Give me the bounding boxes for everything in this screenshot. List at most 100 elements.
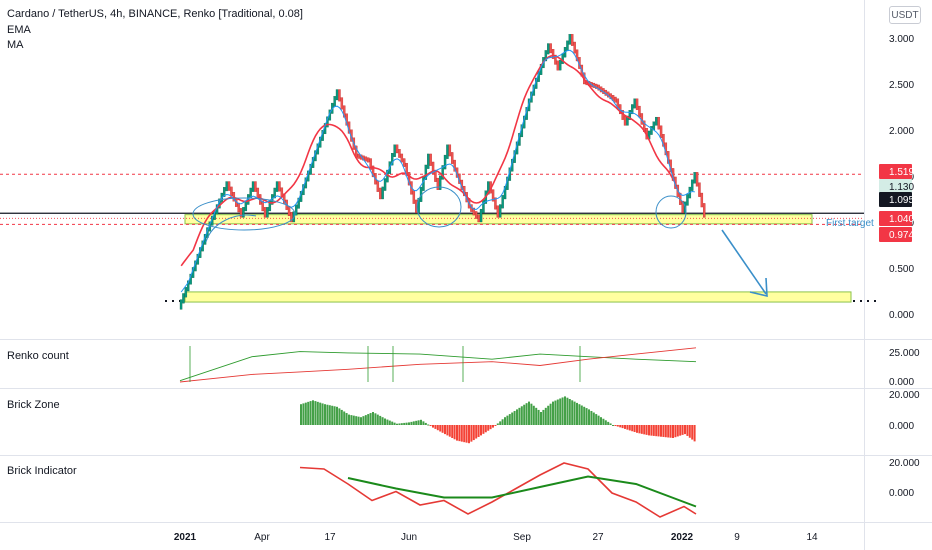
brick-zone-bar	[333, 406, 336, 425]
brick-zone-bar	[568, 399, 571, 425]
brick-zone-bar	[376, 414, 379, 425]
brick-indicator-red-line	[299, 462, 697, 518]
brick-zone-bar	[496, 423, 499, 425]
brick-zone-bar	[424, 422, 427, 425]
brick-zone-bar	[468, 425, 470, 444]
brick-zone-bar	[643, 425, 646, 435]
renko-count-panel[interactable]	[179, 346, 697, 383]
renko-brick	[631, 104, 634, 115]
renko-brick	[501, 195, 504, 209]
time-tick-label: Apr	[254, 532, 270, 543]
brick-zone-panel[interactable]	[300, 396, 696, 444]
brick-zone-bar	[460, 425, 463, 442]
renko-brick	[494, 197, 497, 210]
brick-zone-bar	[544, 407, 547, 425]
time-tick-label: 2022	[671, 532, 694, 543]
renko-brick	[698, 182, 701, 197]
renko-brick	[547, 43, 550, 55]
renko-brick	[223, 187, 226, 197]
renko-brick	[184, 287, 188, 298]
renko-brick	[686, 194, 689, 206]
brick-zone-bar	[453, 425, 456, 440]
renko-brick	[225, 181, 228, 192]
brick-zone-bar	[448, 425, 451, 437]
brick-zone-bar	[398, 423, 401, 425]
renko-brick	[230, 186, 233, 197]
brick-zone-bar	[604, 420, 607, 425]
brick-zone-bar	[384, 418, 386, 425]
brick-zone-bar	[412, 421, 415, 425]
brick-zone-bar	[597, 415, 600, 425]
brick-zone-bar	[417, 420, 420, 425]
brick-zone-bar	[576, 402, 578, 425]
brick-zone-bar	[372, 412, 374, 425]
renko-brick	[544, 50, 548, 62]
zone-tick-label: 0.000	[889, 421, 914, 432]
brick-zone-bar	[470, 425, 473, 442]
brick-zone-bar	[580, 405, 583, 425]
renko-brick	[650, 126, 653, 135]
brick-zone-bar	[559, 398, 562, 425]
brick-zone-bar	[535, 407, 538, 425]
brick-zone-bar	[343, 411, 346, 425]
brick-zone-bar	[523, 404, 526, 425]
renko-brick	[659, 125, 663, 139]
brick-indicator-panel[interactable]	[299, 462, 697, 518]
brick-zone-bar	[484, 425, 487, 433]
brick-zone-bar	[446, 425, 449, 436]
price-label-EMA: 1.130	[889, 182, 914, 193]
brick-zone-bar	[645, 425, 648, 435]
ma-indicator-label[interactable]: MA	[7, 39, 24, 51]
ema-line	[180, 49, 695, 293]
brick-zone-bar	[667, 425, 670, 438]
brick-zone-bar	[619, 425, 622, 428]
brick-zone-bar	[616, 425, 619, 427]
brick-zone-bar	[420, 419, 422, 425]
brick-zone-bar	[652, 425, 655, 436]
brick-zone-bar	[444, 425, 446, 435]
price-tick-label: 3.000	[889, 34, 914, 45]
time-tick-label: 2021	[174, 532, 197, 543]
renko-brick	[693, 172, 696, 184]
brick-zone-bar	[552, 401, 554, 425]
renko-brick	[556, 60, 560, 71]
brick-zone-bar	[513, 410, 516, 425]
currency-button[interactable]: USDT	[889, 6, 921, 24]
renko-count-green-line	[179, 351, 697, 382]
brick-zone-bar	[482, 425, 485, 434]
brick-zone-bar	[621, 425, 624, 429]
brick-indicator-green-line	[347, 475, 697, 508]
brick-zone-bar	[439, 425, 442, 432]
renko-brick	[179, 299, 183, 310]
renko-brick	[491, 189, 495, 202]
brick-zone-bar	[386, 419, 389, 425]
brick-zone-title: Brick Zone	[7, 399, 60, 411]
brick-zone-bar	[549, 403, 552, 425]
brick-zone-bar	[571, 400, 574, 425]
brick-zone-bar	[672, 425, 674, 438]
renko-brick	[369, 158, 372, 170]
brick-zone-bar	[472, 425, 475, 441]
renko-brick	[287, 205, 291, 217]
price-tick-label: 2.500	[889, 80, 914, 91]
brick-zone-bar	[436, 425, 439, 431]
brick-zone-bar	[638, 425, 641, 434]
price-panel[interactable]: First target	[0, 34, 880, 310]
brick-zone-bar	[655, 425, 658, 437]
brick-zone-bar	[300, 404, 302, 425]
renko-brick	[187, 280, 190, 292]
renko-brick	[251, 181, 255, 192]
brick-zone-bar	[636, 425, 638, 433]
time-tick-label: Sep	[513, 532, 531, 543]
ema-indicator-label[interactable]: EMA	[7, 24, 31, 36]
brick-zone-bar	[657, 425, 660, 437]
price-tick-label: 0.500	[889, 264, 914, 275]
renko-brick	[383, 178, 387, 191]
brick-zone-bar	[573, 401, 576, 425]
brick-zone-bar	[458, 425, 461, 442]
brick-zone-bar	[588, 409, 590, 425]
time-axis: 2021 Apr 17 Jun Sep 27 2022 9 14	[174, 532, 818, 543]
renko-brick	[623, 115, 627, 126]
brick-zone-bar	[693, 425, 696, 442]
